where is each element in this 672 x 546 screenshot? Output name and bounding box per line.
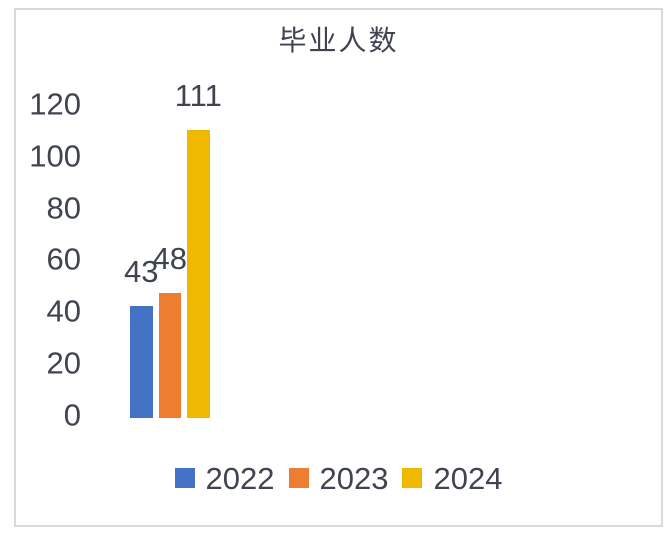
- legend-item-2024[interactable]: 2024: [402, 463, 502, 494]
- plot-area: 43 48 111: [16, 10, 657, 521]
- legend-label: 2023: [319, 460, 389, 496]
- legend-swatch-icon: [174, 468, 195, 488]
- legend-swatch-icon: [402, 468, 423, 488]
- bar-value-label-2022: 43: [124, 254, 159, 290]
- bar-2022[interactable]: [130, 306, 153, 418]
- bar-2024[interactable]: [187, 130, 210, 418]
- y-axis-tick-label: 40: [46, 293, 81, 329]
- chart-frame[interactable]: 毕业人数 120 100 80 60 40 20 0 43 48 111 2022 2023 202…: [14, 8, 663, 527]
- y-axis-tick-label: 100: [29, 138, 81, 174]
- legend-item-2022[interactable]: 2022: [174, 460, 275, 496]
- legend-label: 2022: [205, 460, 275, 496]
- bar-value-label-2023: 48: [152, 241, 187, 277]
- y-axis-tick-label: 20: [46, 345, 81, 381]
- bar-2023[interactable]: [158, 293, 181, 418]
- bar-value-label-2024: 111: [174, 78, 222, 114]
- legend-item-2023[interactable]: 2023: [288, 460, 389, 496]
- y-axis: 120 100 80 60 40 20 0: [16, 10, 81, 521]
- y-axis-tick-label: 120: [29, 86, 81, 122]
- legend: 2022 2023 2024: [16, 461, 661, 495]
- y-axis-tick-label: 60: [46, 241, 81, 277]
- legend-label: 2024: [433, 460, 503, 496]
- y-axis-tick-label: 80: [46, 190, 81, 225]
- chart-title[interactable]: 毕业人数: [278, 24, 399, 57]
- y-axis-tick-label: 0: [63, 397, 81, 432]
- legend-swatch-icon: [288, 468, 309, 488]
